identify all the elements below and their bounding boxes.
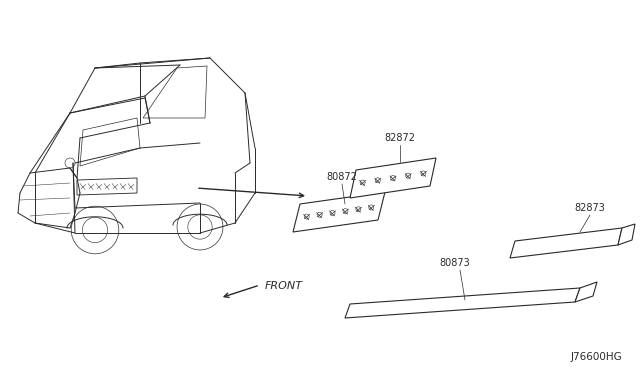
Polygon shape bbox=[293, 192, 385, 232]
Polygon shape bbox=[618, 224, 635, 245]
Text: 80872: 80872 bbox=[326, 172, 357, 182]
Text: J76600HG: J76600HG bbox=[570, 352, 622, 362]
Polygon shape bbox=[575, 282, 597, 302]
Polygon shape bbox=[350, 158, 436, 198]
Polygon shape bbox=[345, 288, 580, 318]
Text: 82872: 82872 bbox=[385, 133, 415, 143]
Text: FRONT: FRONT bbox=[265, 281, 303, 291]
Polygon shape bbox=[510, 228, 622, 258]
Text: 80873: 80873 bbox=[440, 258, 470, 268]
Text: 82873: 82873 bbox=[575, 203, 605, 213]
